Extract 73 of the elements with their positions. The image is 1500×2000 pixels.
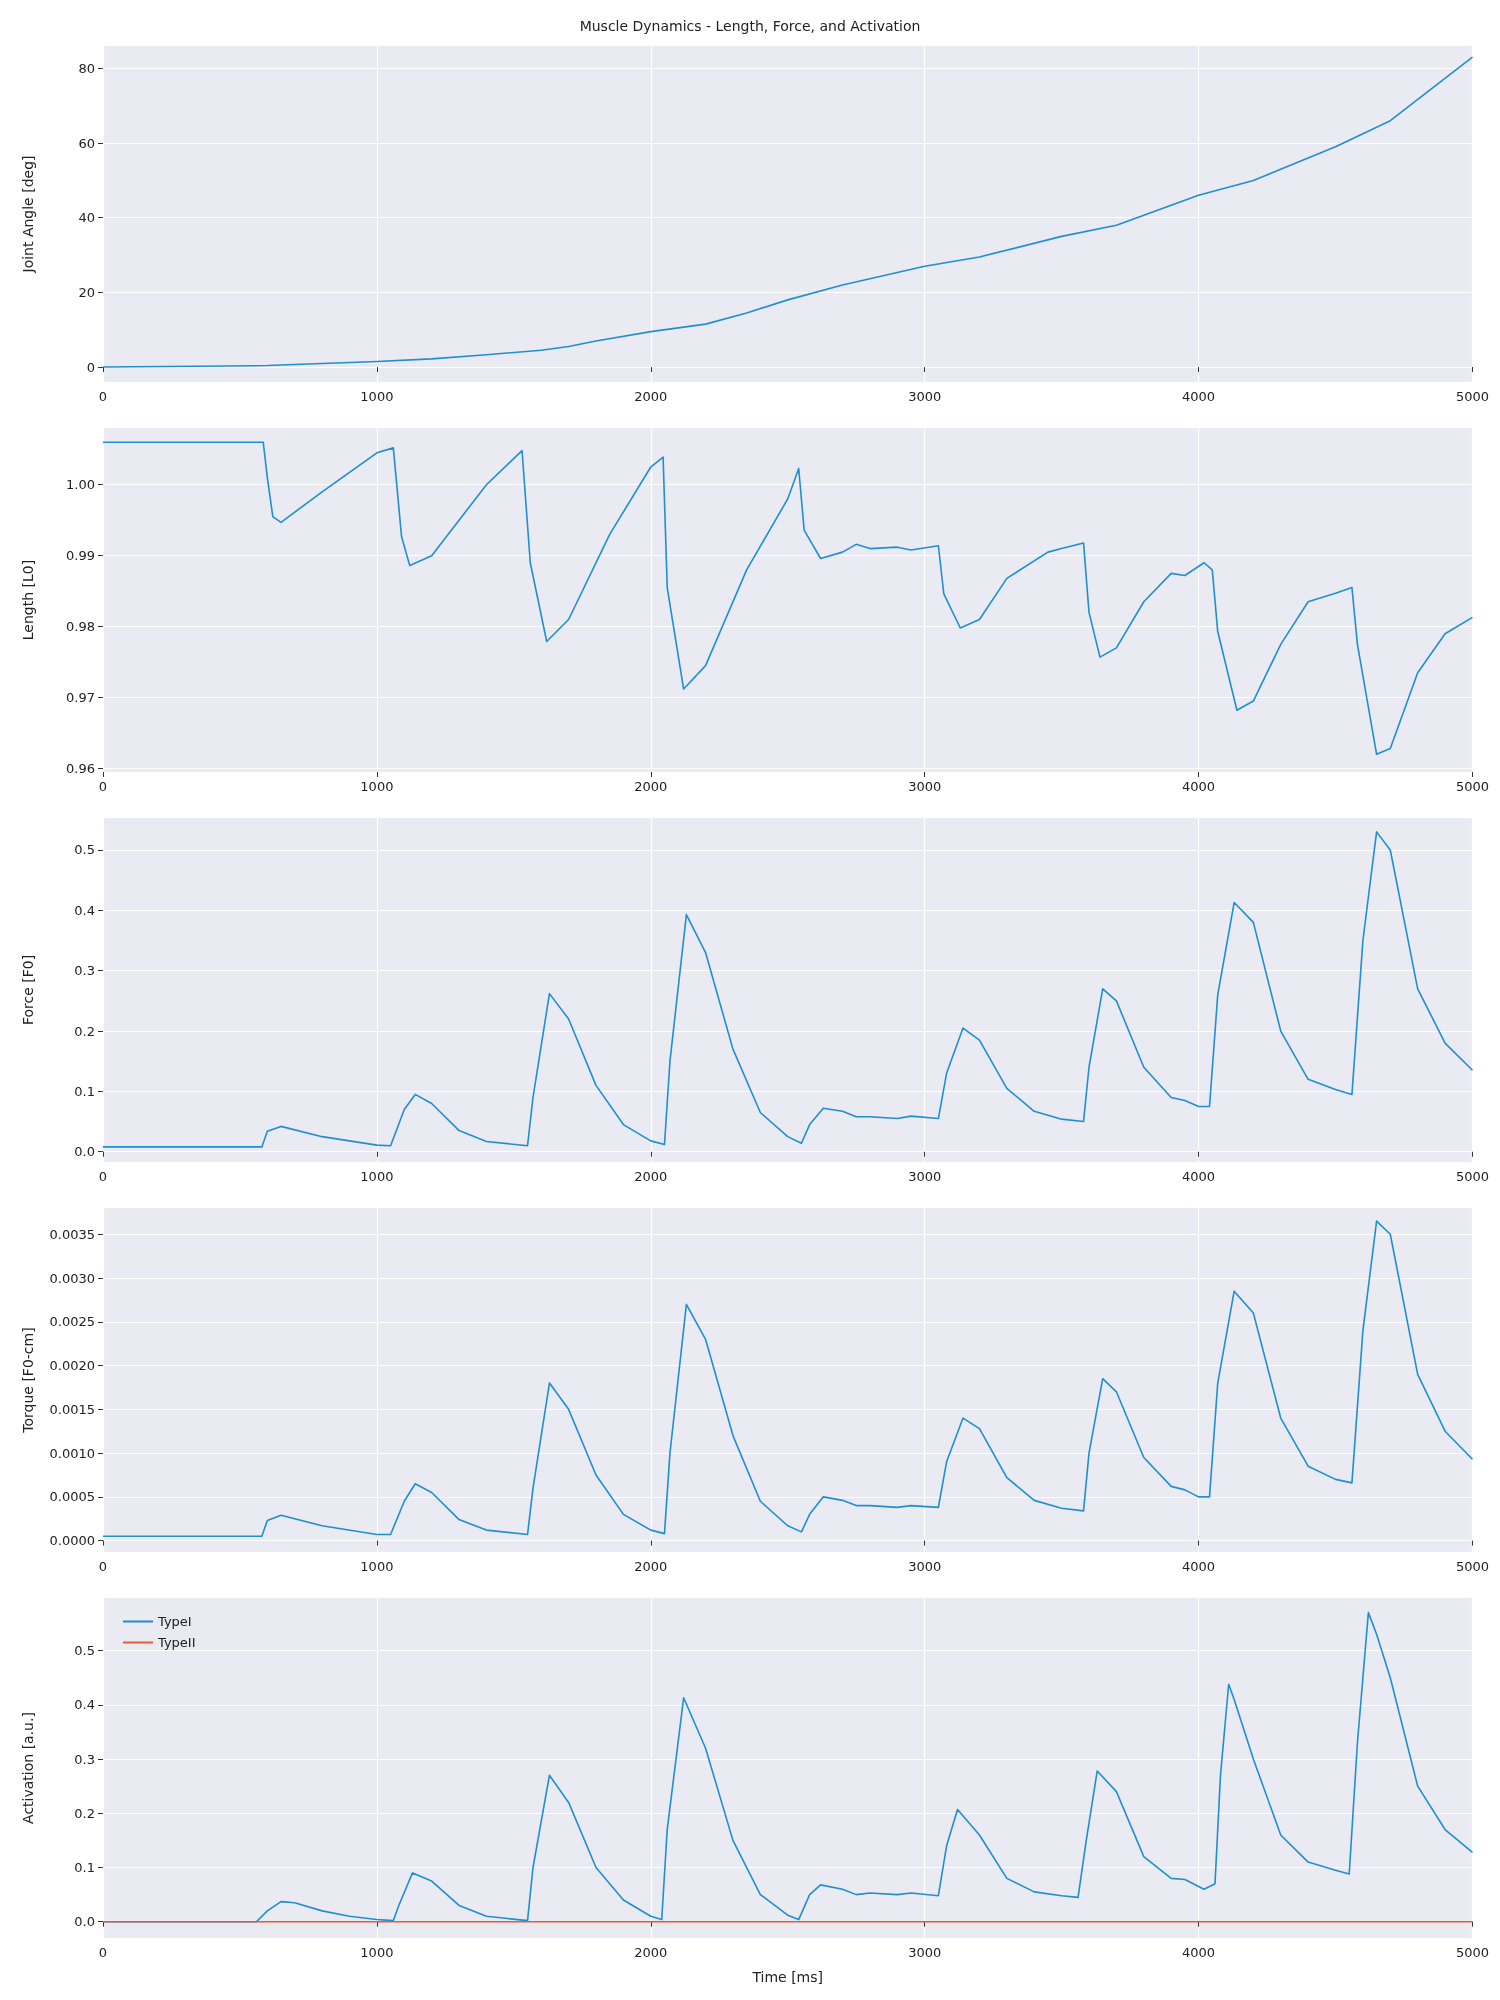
y-tick-label: 0	[86, 359, 95, 375]
y-tick-label: 0.4	[74, 1697, 95, 1713]
x-tick-label: 1000	[360, 779, 394, 794]
y-tick-label: 0.0030	[49, 1270, 95, 1286]
x-tick-label: 3000	[908, 389, 942, 404]
x-tick-label: 1000	[360, 389, 394, 404]
y-axis-title: Joint Angle [deg]	[20, 155, 36, 274]
y-tick-label: 20	[78, 284, 95, 300]
x-tick-label: 0	[98, 1559, 108, 1574]
x-tick-label: 3000	[908, 1169, 942, 1184]
x-tick-label: 0	[98, 389, 108, 404]
chart-title: Muscle Dynamics - Length, Force, and Activation	[579, 18, 921, 34]
x-tick-label: 1000	[360, 1945, 394, 1960]
x-tick-label: 5000	[1455, 779, 1489, 794]
line-series	[102, 1220, 1474, 1538]
x-tick-label: 0	[98, 779, 108, 794]
y-tick-label: 0.0005	[49, 1489, 95, 1505]
y-axis-title: Force [F0]	[20, 954, 36, 1026]
y-tick-label: 0.0035	[49, 1226, 95, 1242]
y-tick-label: 40	[78, 210, 95, 226]
y-tick-label: 0.5	[74, 842, 95, 858]
x-tick-label: 0	[98, 1169, 108, 1184]
x-tick-label: 4000	[1182, 1169, 1216, 1184]
y-tick-label: 1.00	[66, 477, 95, 493]
y-axis-title: Torque [F0-cm]	[20, 1327, 36, 1434]
x-tick-label: 3000	[908, 1945, 942, 1960]
legend-label: TypeII	[157, 1635, 196, 1650]
x-tick-label: 2000	[634, 1559, 668, 1574]
x-tick-label: 5000	[1455, 1945, 1489, 1960]
y-tick-label: 80	[78, 60, 95, 76]
y-axis-title: Length [L0]	[20, 559, 36, 641]
y-tick-label: 0.0025	[49, 1314, 95, 1330]
y-tick-label: 0.0015	[49, 1401, 95, 1417]
x-tick-label: 2000	[634, 779, 668, 794]
x-tick-label: 5000	[1455, 389, 1489, 404]
y-tick-label: 0.97	[66, 690, 95, 706]
line-series	[102, 56, 1474, 368]
x-tick-label: 2000	[634, 389, 668, 404]
y-tick-label: 0.98	[66, 619, 95, 635]
x-tick-label: 0	[98, 1945, 108, 1960]
y-tick-label: 0.2	[74, 1805, 95, 1821]
y-tick-label: 0.0010	[49, 1445, 95, 1461]
y-tick-label: 0.96	[66, 760, 95, 776]
y-tick-label: 0.1	[74, 1860, 95, 1876]
y-tick-label: 0.99	[66, 548, 95, 564]
legend-label: TypeI	[157, 1614, 192, 1629]
x-tick-label: 3000	[908, 1559, 942, 1574]
y-tick-label: 0.0000	[49, 1533, 95, 1549]
x-tick-label: 5000	[1455, 1169, 1489, 1184]
x-tick-label: 4000	[1182, 1945, 1216, 1960]
x-tick-label: 4000	[1182, 779, 1216, 794]
y-tick-label: 60	[78, 135, 95, 151]
y-tick-label: 0.5	[74, 1643, 95, 1659]
x-tick-label: 2000	[634, 1945, 668, 1960]
x-tick-label: 3000	[908, 779, 942, 794]
y-tick-label: 0.3	[74, 963, 95, 979]
y-axis-title: Activation [a.u.]	[20, 1712, 36, 1824]
y-tick-label: 0.1	[74, 1083, 95, 1099]
x-tick-label: 4000	[1182, 1559, 1216, 1574]
y-tick-label: 0.0020	[49, 1358, 95, 1374]
y-tick-label: 0.0	[74, 1144, 95, 1160]
x-axis-title: Time [ms]	[751, 1969, 824, 1985]
x-tick-label: 5000	[1455, 1559, 1489, 1574]
y-tick-label: 0.4	[74, 902, 95, 918]
x-tick-label: 1000	[360, 1169, 394, 1184]
x-tick-label: 4000	[1182, 389, 1216, 404]
line-series	[102, 831, 1474, 1148]
y-tick-label: 0.0	[74, 1914, 95, 1930]
y-tick-label: 0.3	[74, 1751, 95, 1767]
y-tick-label: 0.2	[74, 1023, 95, 1039]
line-series	[102, 441, 1474, 756]
x-tick-label: 1000	[360, 1559, 394, 1574]
x-tick-label: 2000	[634, 1169, 668, 1184]
